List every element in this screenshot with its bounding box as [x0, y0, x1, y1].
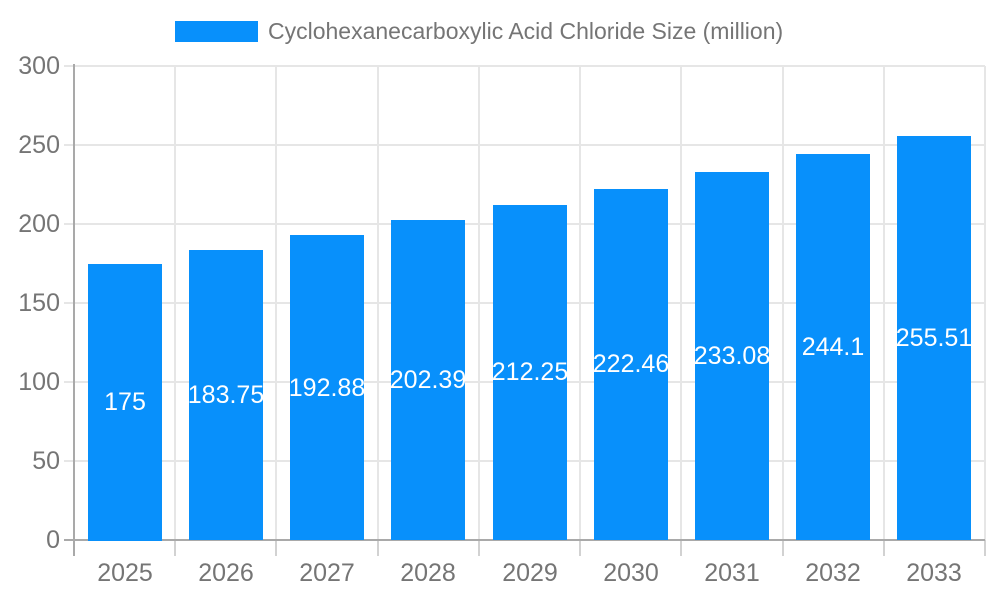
x-axis-tick	[883, 540, 885, 556]
x-gridline	[174, 66, 176, 540]
x-axis-tick	[782, 540, 784, 556]
x-axis-tick-label: 2032	[805, 559, 861, 587]
legend-label: Cyclohexanecarboxylic Acid Chloride Size…	[268, 18, 784, 44]
x-axis-tick-label: 2025	[97, 559, 153, 587]
x-gridline	[377, 66, 379, 540]
x-axis-tick	[174, 540, 176, 556]
bar-value-label: 175	[104, 388, 146, 416]
x-axis-tick-label: 2028	[400, 559, 456, 587]
x-gridline	[275, 66, 277, 540]
x-axis-line	[64, 539, 985, 541]
x-axis-tick-label: 2030	[603, 559, 659, 587]
y-axis-tick-label: 150	[18, 289, 60, 317]
y-axis-tick-label: 200	[18, 210, 60, 238]
y-axis-tick-label: 300	[18, 52, 60, 80]
bar-value-label: 192.88	[288, 374, 366, 402]
y-gridline	[64, 65, 985, 67]
y-axis-tick-label: 250	[18, 131, 60, 159]
x-gridline	[579, 66, 581, 540]
bar-2026[interactable]	[189, 250, 263, 540]
bar-value-label: 244.1	[801, 333, 865, 361]
legend-item[interactable]: Cyclohexanecarboxylic Acid Chloride Size…	[175, 18, 784, 44]
x-axis-tick-label: 2027	[299, 559, 355, 587]
legend-swatch	[175, 21, 258, 42]
x-axis-tick-label: 2029	[502, 559, 558, 587]
y-axis-tick-label: 100	[18, 368, 60, 396]
x-gridline	[478, 66, 480, 540]
y-axis-line	[73, 64, 75, 556]
bar-value-label: 183.75	[187, 381, 265, 409]
x-axis-tick-label: 2026	[198, 559, 254, 587]
y-axis-tick-label: 0	[46, 526, 60, 554]
x-axis-tick	[275, 540, 277, 556]
bar-2033[interactable]	[897, 136, 971, 540]
bar-2028[interactable]	[391, 220, 465, 540]
x-gridline	[984, 66, 986, 540]
x-axis-tick	[680, 540, 682, 556]
y-gridline	[64, 144, 985, 146]
bar-2029[interactable]	[493, 205, 567, 540]
x-axis-tick	[377, 540, 379, 556]
x-gridline	[883, 66, 885, 540]
x-axis-tick-label: 2031	[704, 559, 760, 587]
x-axis-tick	[579, 540, 581, 556]
bar-2031[interactable]	[695, 172, 769, 540]
x-axis-tick-label: 2033	[906, 559, 962, 587]
x-axis-tick	[478, 540, 480, 556]
bar-2025[interactable]	[88, 264, 162, 541]
y-axis-tick-label: 50	[32, 447, 60, 475]
x-gridline	[680, 66, 682, 540]
bar-value-label: 255.51	[895, 324, 973, 352]
bar-2032[interactable]	[796, 154, 870, 540]
bar-2027[interactable]	[290, 235, 364, 540]
x-gridline	[782, 66, 784, 540]
bar-value-label: 202.39	[389, 366, 467, 394]
bar-value-label: 233.08	[693, 342, 771, 370]
bar-value-label: 222.46	[592, 350, 670, 378]
bar-2030[interactable]	[594, 189, 668, 540]
bar-value-label: 212.25	[491, 358, 569, 386]
x-axis-tick	[984, 540, 986, 556]
